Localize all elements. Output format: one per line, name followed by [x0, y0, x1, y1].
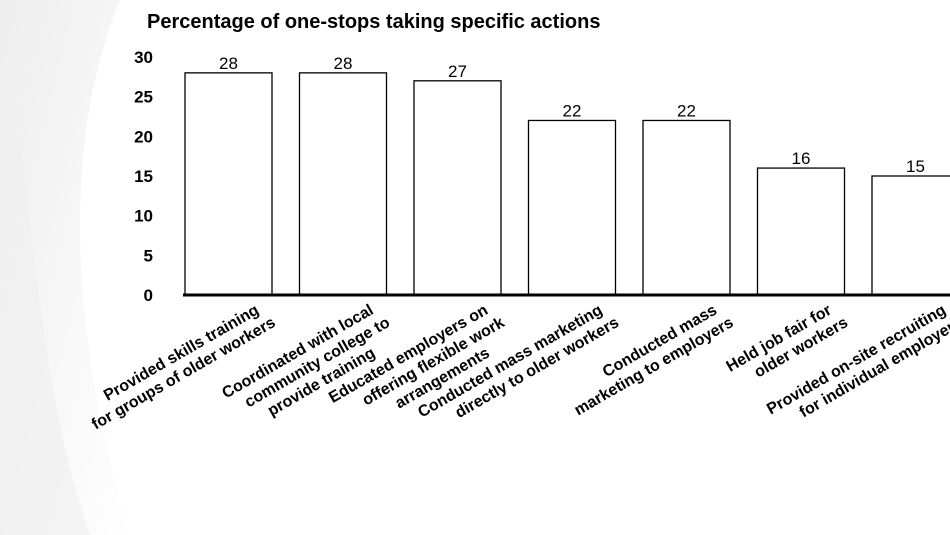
y-tick-label: 15 — [134, 167, 153, 186]
bar-data-label: 28 — [334, 54, 353, 73]
bar-data-label: 27 — [448, 62, 467, 81]
data-labels: 28 28 27 22 22 16 15 — [219, 54, 925, 176]
x-axis-tick-labels: Provided skills trainingfor groups of ol… — [79, 298, 950, 435]
y-tick-label: 0 — [144, 286, 153, 305]
bar — [184, 72, 273, 296]
bar-data-label: 22 — [563, 101, 582, 120]
y-tick-label: 25 — [134, 88, 153, 107]
bar — [527, 119, 617, 296]
bars — [184, 72, 950, 296]
bar-data-label: 28 — [219, 54, 238, 73]
chart-title: Percentage of one-stops taking specific … — [147, 11, 601, 33]
bar — [871, 175, 950, 296]
bar-data-label: 22 — [677, 101, 696, 120]
y-tick-label: 5 — [144, 246, 153, 265]
bar-data-label: 16 — [792, 149, 811, 168]
bar — [642, 119, 731, 296]
x-tick-label: Provided on-site recruitingfor individua… — [764, 298, 950, 435]
x-tick-label: Provided skills trainingfor groups of ol… — [79, 298, 279, 434]
y-tick-label: 30 — [134, 48, 153, 67]
svg-text:Provided skills trainingfor gr: Provided skills trainingfor groups of ol… — [79, 298, 278, 434]
y-tick-label: 20 — [134, 127, 153, 146]
bar-data-label: 15 — [906, 157, 925, 176]
bar — [298, 72, 388, 296]
y-tick-label: 10 — [134, 207, 153, 226]
bar — [413, 80, 502, 296]
y-axis: 0 5 10 15 20 25 30 — [134, 48, 153, 305]
bar — [756, 167, 846, 296]
svg-text:Provided on-site recruitingfor: Provided on-site recruitingfor individua… — [764, 298, 950, 435]
